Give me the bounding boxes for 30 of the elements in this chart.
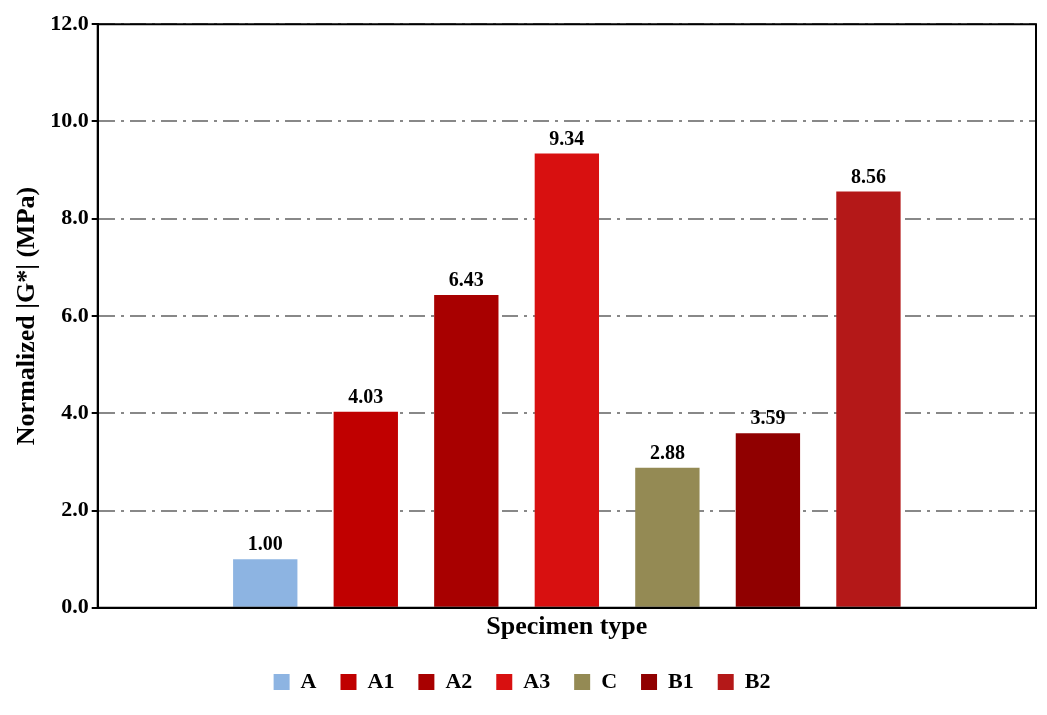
y-tick-label: 8.0 bbox=[61, 204, 89, 230]
bar bbox=[233, 559, 298, 607]
bar bbox=[534, 153, 600, 607]
legend-label: B2 bbox=[744, 667, 771, 693]
data-label: 4.03 bbox=[348, 384, 384, 407]
legend-label: C bbox=[601, 667, 618, 693]
legend-label: A3 bbox=[523, 667, 551, 693]
legend-label: A2 bbox=[445, 667, 473, 693]
bar bbox=[735, 433, 801, 607]
bar bbox=[635, 467, 700, 607]
data-label: 1.00 bbox=[247, 532, 283, 555]
data-label: 2.88 bbox=[649, 440, 685, 463]
data-label: 3.59 bbox=[750, 406, 786, 429]
y-tick-label: 12.0 bbox=[50, 9, 89, 35]
bar bbox=[434, 295, 499, 607]
y-tick-label: 10.0 bbox=[50, 107, 89, 133]
y-tick-label: 0.0 bbox=[61, 593, 89, 619]
data-label: 8.56 bbox=[850, 164, 886, 187]
data-label: 9.34 bbox=[549, 126, 585, 149]
y-tick-label: 6.0 bbox=[61, 301, 89, 327]
legend-label: B1 bbox=[668, 667, 694, 693]
data-label: 6.43 bbox=[448, 268, 484, 291]
x-axis-title: Specimen type bbox=[486, 611, 648, 641]
y-axis-title: Normalized |G*| (MPa) bbox=[11, 186, 41, 446]
y-tick-label: 4.0 bbox=[61, 398, 89, 424]
legend-label: A bbox=[300, 667, 317, 693]
legend-label: A1 bbox=[367, 667, 395, 693]
bar bbox=[333, 411, 398, 607]
y-tick-label: 2.0 bbox=[61, 496, 89, 522]
bar bbox=[836, 191, 901, 607]
